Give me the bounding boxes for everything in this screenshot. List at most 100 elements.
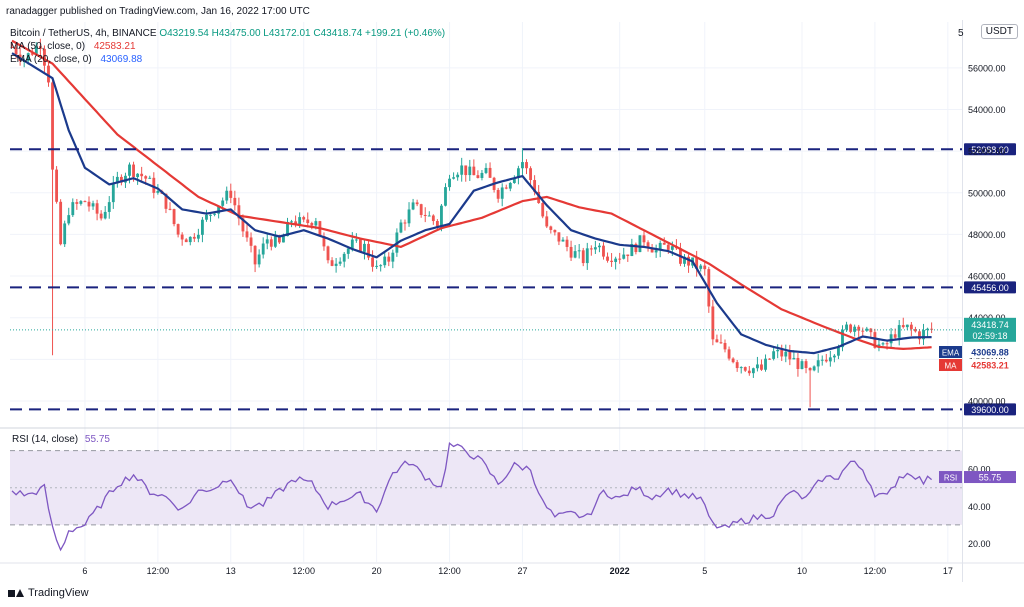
candle-body xyxy=(192,236,196,239)
candle-body xyxy=(525,162,528,169)
ma-axis-tag-label: MA xyxy=(945,362,958,371)
candle-body xyxy=(290,221,293,223)
candle-body xyxy=(500,187,504,199)
candle-body xyxy=(913,329,917,332)
candle-body xyxy=(695,257,699,269)
candle-body xyxy=(606,256,609,261)
candle-body xyxy=(330,260,334,266)
candle-body xyxy=(480,172,484,178)
candle-body xyxy=(630,243,634,257)
candle-body xyxy=(249,237,253,246)
time-tick-label: 10 xyxy=(797,566,807,576)
ma-legend[interactable]: MA (50, close, 0) 42583.21 xyxy=(10,41,136,52)
candle-body xyxy=(743,367,747,371)
candle-body xyxy=(804,361,808,368)
level-price-label: 45456.00 xyxy=(971,283,1009,293)
candle-body xyxy=(71,202,75,216)
candle-body xyxy=(34,46,38,55)
rsi-tick-label: 60.00 xyxy=(968,465,991,475)
time-tick-label: 12:00 xyxy=(292,566,315,576)
candle-body xyxy=(168,208,172,210)
time-tick-label: 12:00 xyxy=(438,566,461,576)
candle-body xyxy=(768,358,771,360)
candle-body xyxy=(448,178,451,188)
time-tick-label: 6 xyxy=(82,566,87,576)
candle-body xyxy=(780,349,784,357)
candle-body xyxy=(861,330,865,332)
candle-body xyxy=(273,236,277,247)
candle-body xyxy=(403,222,407,224)
candle-body xyxy=(99,213,103,219)
candle-body xyxy=(772,351,776,359)
candle-body xyxy=(217,205,221,214)
candle-body xyxy=(152,177,156,193)
candle-body xyxy=(38,46,42,49)
candle-body xyxy=(119,176,123,183)
candle-body xyxy=(464,165,468,176)
candle-body xyxy=(431,215,435,222)
candle-body xyxy=(776,349,780,352)
candle-body xyxy=(47,65,50,83)
candle-body xyxy=(184,239,188,243)
candle-body xyxy=(415,202,419,205)
rsi-line xyxy=(11,441,933,552)
candle-body xyxy=(521,162,524,169)
candle-body xyxy=(188,236,192,243)
candle-body xyxy=(225,190,229,201)
candle-body xyxy=(638,235,642,253)
symbol-title[interactable]: Bitcoin / TetherUS, 4h, BINANCE xyxy=(10,28,157,39)
ma-legend-label: MA (50, close, 0) xyxy=(10,41,86,52)
candle-body xyxy=(237,205,241,219)
candle-body xyxy=(132,164,135,178)
rsi-axis-tag xyxy=(939,471,962,484)
ema-legend-label: EMA (20, close, 0) xyxy=(10,54,92,65)
candle-body xyxy=(245,231,249,238)
candle-body xyxy=(666,244,670,250)
candle-body xyxy=(156,191,160,193)
candle-body xyxy=(557,232,561,242)
ma-axis-tag xyxy=(939,359,962,371)
level-price-label: 39600.00 xyxy=(971,405,1009,415)
ema-legend[interactable]: EMA (20, close, 0) 43069.88 xyxy=(10,54,142,65)
candle-body xyxy=(598,245,601,248)
rsi-legend[interactable]: RSI (14, close) 55.75 xyxy=(12,434,110,445)
candle-body xyxy=(853,326,857,332)
candle-body xyxy=(832,355,836,358)
time-tick-label: 20 xyxy=(372,566,382,576)
price-tick-label: 52000.00 xyxy=(968,147,1006,157)
candle-body xyxy=(91,203,95,207)
candle-body xyxy=(444,187,447,206)
candle-body xyxy=(602,245,605,257)
candle-body xyxy=(703,265,707,270)
candle-body xyxy=(484,167,488,173)
candle-body xyxy=(176,224,180,235)
candle-body xyxy=(128,164,131,176)
candle-body xyxy=(43,48,46,66)
candle-body xyxy=(306,219,310,224)
candle-body xyxy=(565,239,569,247)
candle-body xyxy=(658,242,662,251)
price-tick-label: 50000.00 xyxy=(968,188,1006,198)
candle-body xyxy=(747,370,751,374)
price-tick-label: 48000.00 xyxy=(968,230,1006,240)
candle-body xyxy=(456,174,460,178)
candle-body xyxy=(533,180,537,192)
candle-body xyxy=(662,242,666,245)
price-tick-label: 40000.00 xyxy=(968,397,1006,407)
candle-body xyxy=(67,215,71,224)
candle-body xyxy=(715,339,719,343)
candle-body xyxy=(614,258,618,262)
candle-body xyxy=(407,209,411,224)
candle-body xyxy=(800,361,804,369)
candle-body xyxy=(338,261,342,264)
candle-body xyxy=(277,236,281,243)
ma-price-label: 42583.21 xyxy=(971,361,1009,371)
candle-body xyxy=(257,254,261,265)
candle-body xyxy=(687,256,690,266)
candle-body xyxy=(265,239,269,244)
currency-unit-button[interactable]: USDT xyxy=(980,24,1018,39)
level-price-tag xyxy=(964,281,1016,294)
candle-body xyxy=(26,53,30,61)
footer: TradingView xyxy=(8,587,89,599)
candle-body xyxy=(901,325,905,328)
